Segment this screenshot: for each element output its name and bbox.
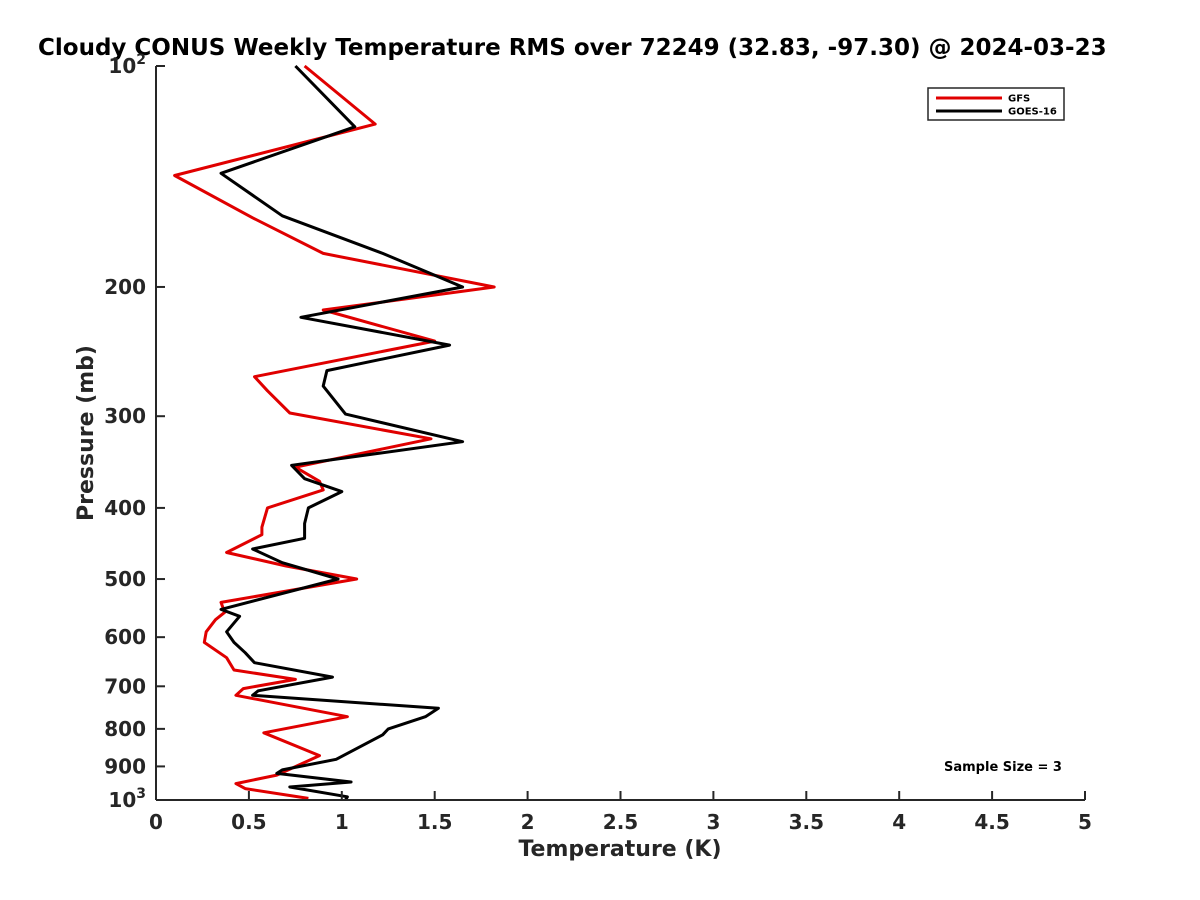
axes (155, 66, 1085, 801)
x-tick-label: 4.5 (974, 810, 1009, 834)
x-tick-label: 0 (149, 810, 163, 834)
y-tick-label: 800 (104, 717, 146, 741)
y-tick-label: 102 (108, 52, 146, 78)
legend-box (927, 87, 1065, 121)
series-lines (173, 64, 496, 801)
x-tick-label: 1 (335, 810, 349, 834)
x-axis-ticks: 0 0.5 1 1.5 2 2.5 3 3.5 4 4.5 5 (149, 791, 1092, 834)
legend: GFS GOES-16 (927, 87, 1065, 121)
y-tick-label: 400 (104, 496, 146, 520)
y-tick-label: 300 (104, 404, 146, 428)
sample-size-annotation: Sample Size = 3 (944, 760, 1062, 775)
x-tick-label: 4 (892, 810, 906, 834)
legend-label-1: GOES-16 (1008, 107, 1057, 118)
y-axis-ticks: 102 200 300 400 500 600 700 800 900 103 (104, 52, 165, 812)
x-axis-label: Temperature (K) (518, 837, 721, 862)
x-tick-label: 2.5 (603, 810, 638, 834)
x-tick-label: 3.5 (789, 810, 824, 834)
x-tick-label: 0.5 (231, 810, 266, 834)
series-line-1 (219, 64, 465, 801)
x-tick-label: 2 (521, 810, 535, 834)
y-tick-label: 700 (104, 674, 146, 698)
legend-label-0: GFS (1008, 94, 1030, 105)
series-line-0 (173, 64, 496, 800)
y-tick-label: 200 (104, 275, 146, 299)
y-tick-label: 103 (108, 786, 146, 812)
x-tick-label: 5 (1078, 810, 1092, 834)
x-tick-label: 1.5 (417, 810, 452, 834)
x-tick-label: 3 (706, 810, 720, 834)
y-axis-label: Pressure (mb) (74, 345, 99, 521)
y-tick-label: 500 (104, 567, 146, 591)
y-tick-label: 900 (104, 754, 146, 778)
y-tick-label: 600 (104, 625, 146, 649)
chart-title: Cloudy CONUS Weekly Temperature RMS over… (38, 35, 1107, 61)
